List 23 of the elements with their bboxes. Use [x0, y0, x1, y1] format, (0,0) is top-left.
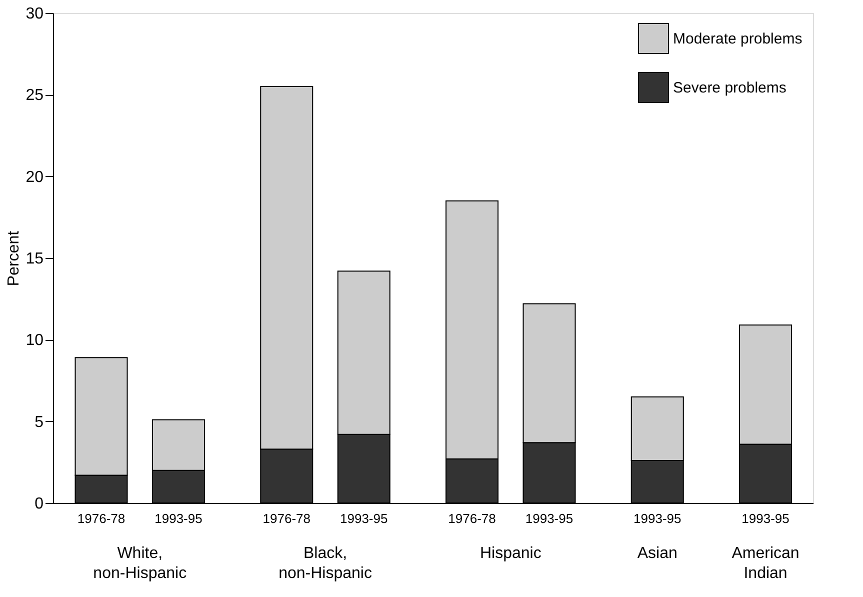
y-tick-label: 25	[26, 87, 44, 104]
x-tick-label: 1993-95	[154, 511, 202, 526]
x-tick-label: 1993-95	[340, 511, 388, 526]
y-tick-label: 20	[26, 168, 44, 186]
x-tick-label: 1976-78	[262, 511, 310, 526]
text: Black, non-Hispanic	[278, 545, 372, 582]
y-axis-title: Percent	[6, 230, 23, 286]
legend-label: Severe problems	[673, 80, 786, 96]
legend-label: Moderate problems	[673, 30, 802, 48]
y-tick-label: 5	[34, 414, 44, 431]
text: White, non-Hispanic	[93, 545, 187, 582]
y-tick-label: 0	[34, 496, 44, 512]
x-tick-label: 1993-95	[525, 511, 574, 526]
y-tick-label: 10	[26, 332, 44, 350]
x-tick-label: 1976-78	[77, 511, 126, 526]
text: Asian	[637, 545, 678, 562]
text: American Indian	[732, 545, 800, 582]
x-tick-label: 1993-95	[634, 511, 682, 526]
y-tick-label: 30	[26, 6, 44, 22]
text: Hispanic	[480, 545, 542, 562]
y-tick-label: 15	[26, 250, 44, 268]
x-tick-label: 1976-78	[448, 511, 496, 526]
x-tick-label: 1993-95	[742, 511, 790, 526]
